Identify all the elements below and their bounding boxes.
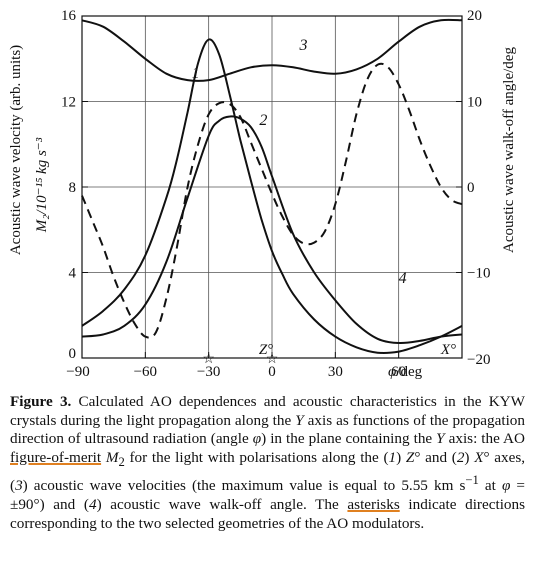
series-2-line (81, 115, 463, 345)
y-right-tick-label: −20 (467, 352, 490, 368)
caption-seg: Z (405, 448, 415, 466)
caption-seg: = ±90°) and ( (10, 477, 525, 514)
y-right-tick-label: 10 (467, 95, 482, 111)
caption-seg: M (105, 448, 119, 466)
x-axis-unit: /deg (396, 364, 422, 380)
corner-label: X° (440, 342, 456, 358)
caption-seg: ) (396, 448, 406, 466)
asterisk-marker: ☆ (202, 352, 215, 367)
caption-seg: −1 (465, 473, 479, 488)
caption-seg: 3 (15, 477, 23, 495)
caption-lead: Figure 3. (10, 393, 72, 410)
x-axis-label: φ/deg (388, 364, 423, 380)
series-layer (81, 18, 463, 354)
caption-seg: Calculated AO dependences and acoustic c… (10, 393, 525, 429)
y-left-title: Acoustic wave velocity (arb. units) (8, 45, 24, 255)
series-1-line (81, 38, 463, 354)
x-tick-label: −30 (197, 364, 220, 380)
y-right-tick-label: 0 (467, 180, 475, 196)
caption-highlight: asterisks (347, 496, 400, 514)
curve-label-3: 3 (298, 37, 307, 54)
caption-seg: indicate directions corresponding to the… (10, 496, 526, 532)
caption-seg: 2 (456, 448, 465, 466)
caption-seg: axis as functions of the propagation dir… (10, 411, 525, 448)
y-right-tick-label: 20 (467, 8, 482, 24)
caption-seg: X (474, 448, 484, 466)
caption-seg: φ (252, 430, 262, 448)
x-tick-label: 0 (268, 364, 276, 380)
y-left-tick-label: 12 (61, 95, 76, 111)
asterisk-marker: ☆ (266, 352, 279, 367)
figure-caption: Figure 3. Calculated AO dependences and … (10, 393, 525, 533)
caption-highlight: figure-of-merit (10, 448, 102, 466)
curve-label-2: 2 (259, 112, 267, 129)
caption-seg: Y (295, 411, 304, 429)
y-left-subtitle-text: M₂/10⁻¹⁵ kg s⁻³ (34, 137, 50, 233)
caption-seg: Y (436, 430, 445, 448)
caption-seg: axis: the AO (444, 430, 525, 448)
caption-seg: at (478, 477, 502, 495)
grid (82, 16, 462, 358)
y-left-tick-label: 4 (69, 266, 77, 282)
caption-seg: ° and ( (414, 448, 457, 466)
caption-seg: ) acoustic wave walk-off angle. The (96, 496, 348, 514)
y-left-tick-label: 0 (69, 346, 77, 362)
caption-seg: 2 (118, 454, 125, 469)
y-right-title: Acoustic wave walk-off angle/deg (501, 47, 517, 253)
y-left-tick-label: 16 (61, 8, 77, 24)
y-left-subtitle: M₂/10⁻¹⁵ kg s⁻³ (34, 137, 50, 233)
series-4-line (81, 62, 463, 339)
caption-seg: ) (464, 448, 475, 466)
caption-seg: for the light with polarisations along t… (124, 448, 389, 466)
x-tick-label: −60 (134, 364, 157, 380)
caption-seg: φ (501, 477, 511, 495)
y-right-tick-label: −10 (467, 266, 490, 282)
caption-seg: 4 (88, 496, 97, 514)
curve-label-1: 1 (192, 65, 200, 82)
caption-seg: 1 (388, 448, 397, 466)
x-tick-label: 30 (328, 364, 343, 380)
marker-label: Z° (259, 342, 273, 358)
x-axis-var: φ (388, 364, 396, 380)
caption-seg: ° axes, ( (10, 448, 526, 495)
caption-seg: ) in the plane containing the (261, 430, 437, 448)
curve-label-4: 4 (399, 270, 407, 287)
series-3-line (81, 18, 463, 82)
x-tick-label: 60 (391, 364, 406, 380)
y-left-tick-label: 8 (69, 180, 77, 196)
caption-seg: ) acoustic wave velocities (the maximum … (22, 477, 466, 495)
x-tick-label: −90 (66, 364, 89, 380)
